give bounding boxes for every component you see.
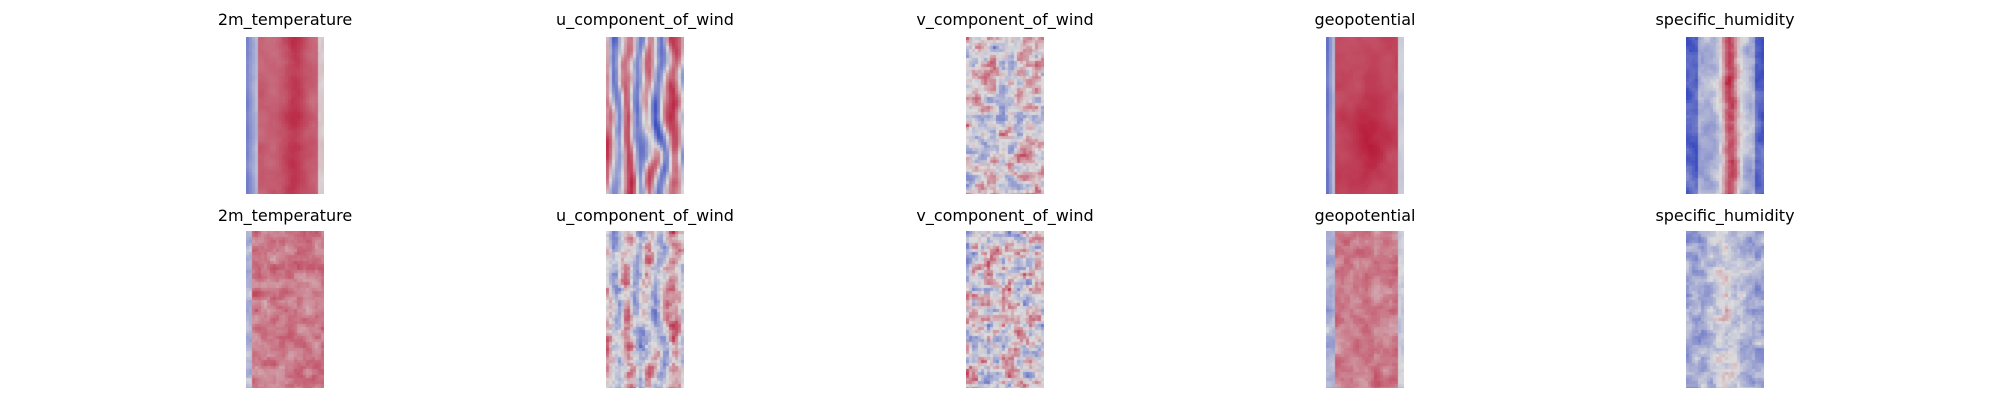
panel-title-r1-c2: u_component_of_wind xyxy=(556,10,734,29)
panel-title-r1-c1: 2m_temperature xyxy=(217,10,353,29)
heatmap-r2-c2 xyxy=(606,231,684,388)
heatmap-r1-c3 xyxy=(966,37,1044,194)
panel-title-r1-c4: geopotential xyxy=(1314,10,1416,29)
panel-title-r1-c5: specific_humidity xyxy=(1655,10,1795,29)
panel-title-r1-c3: v_component_of_wind xyxy=(916,10,1094,29)
heatmap-r1-c4 xyxy=(1326,37,1404,194)
heatmap-r2-c5 xyxy=(1686,231,1764,388)
heatmap-r2-c3 xyxy=(966,231,1044,388)
panel-title-r2-c1: 2m_temperature xyxy=(217,206,353,225)
heatmap-r2-c4 xyxy=(1326,231,1404,388)
heatmap-r1-c5 xyxy=(1686,37,1764,194)
panel-title-r2-c3: v_component_of_wind xyxy=(916,206,1094,225)
heatmap-r1-c1 xyxy=(246,37,324,194)
heatmap-r2-c1 xyxy=(246,231,324,388)
panel-title-r2-c2: u_component_of_wind xyxy=(556,206,734,225)
heatmap-r1-c2 xyxy=(606,37,684,194)
panel-title-r2-c4: geopotential xyxy=(1314,206,1416,225)
panel-title-r2-c5: specific_humidity xyxy=(1655,206,1795,225)
